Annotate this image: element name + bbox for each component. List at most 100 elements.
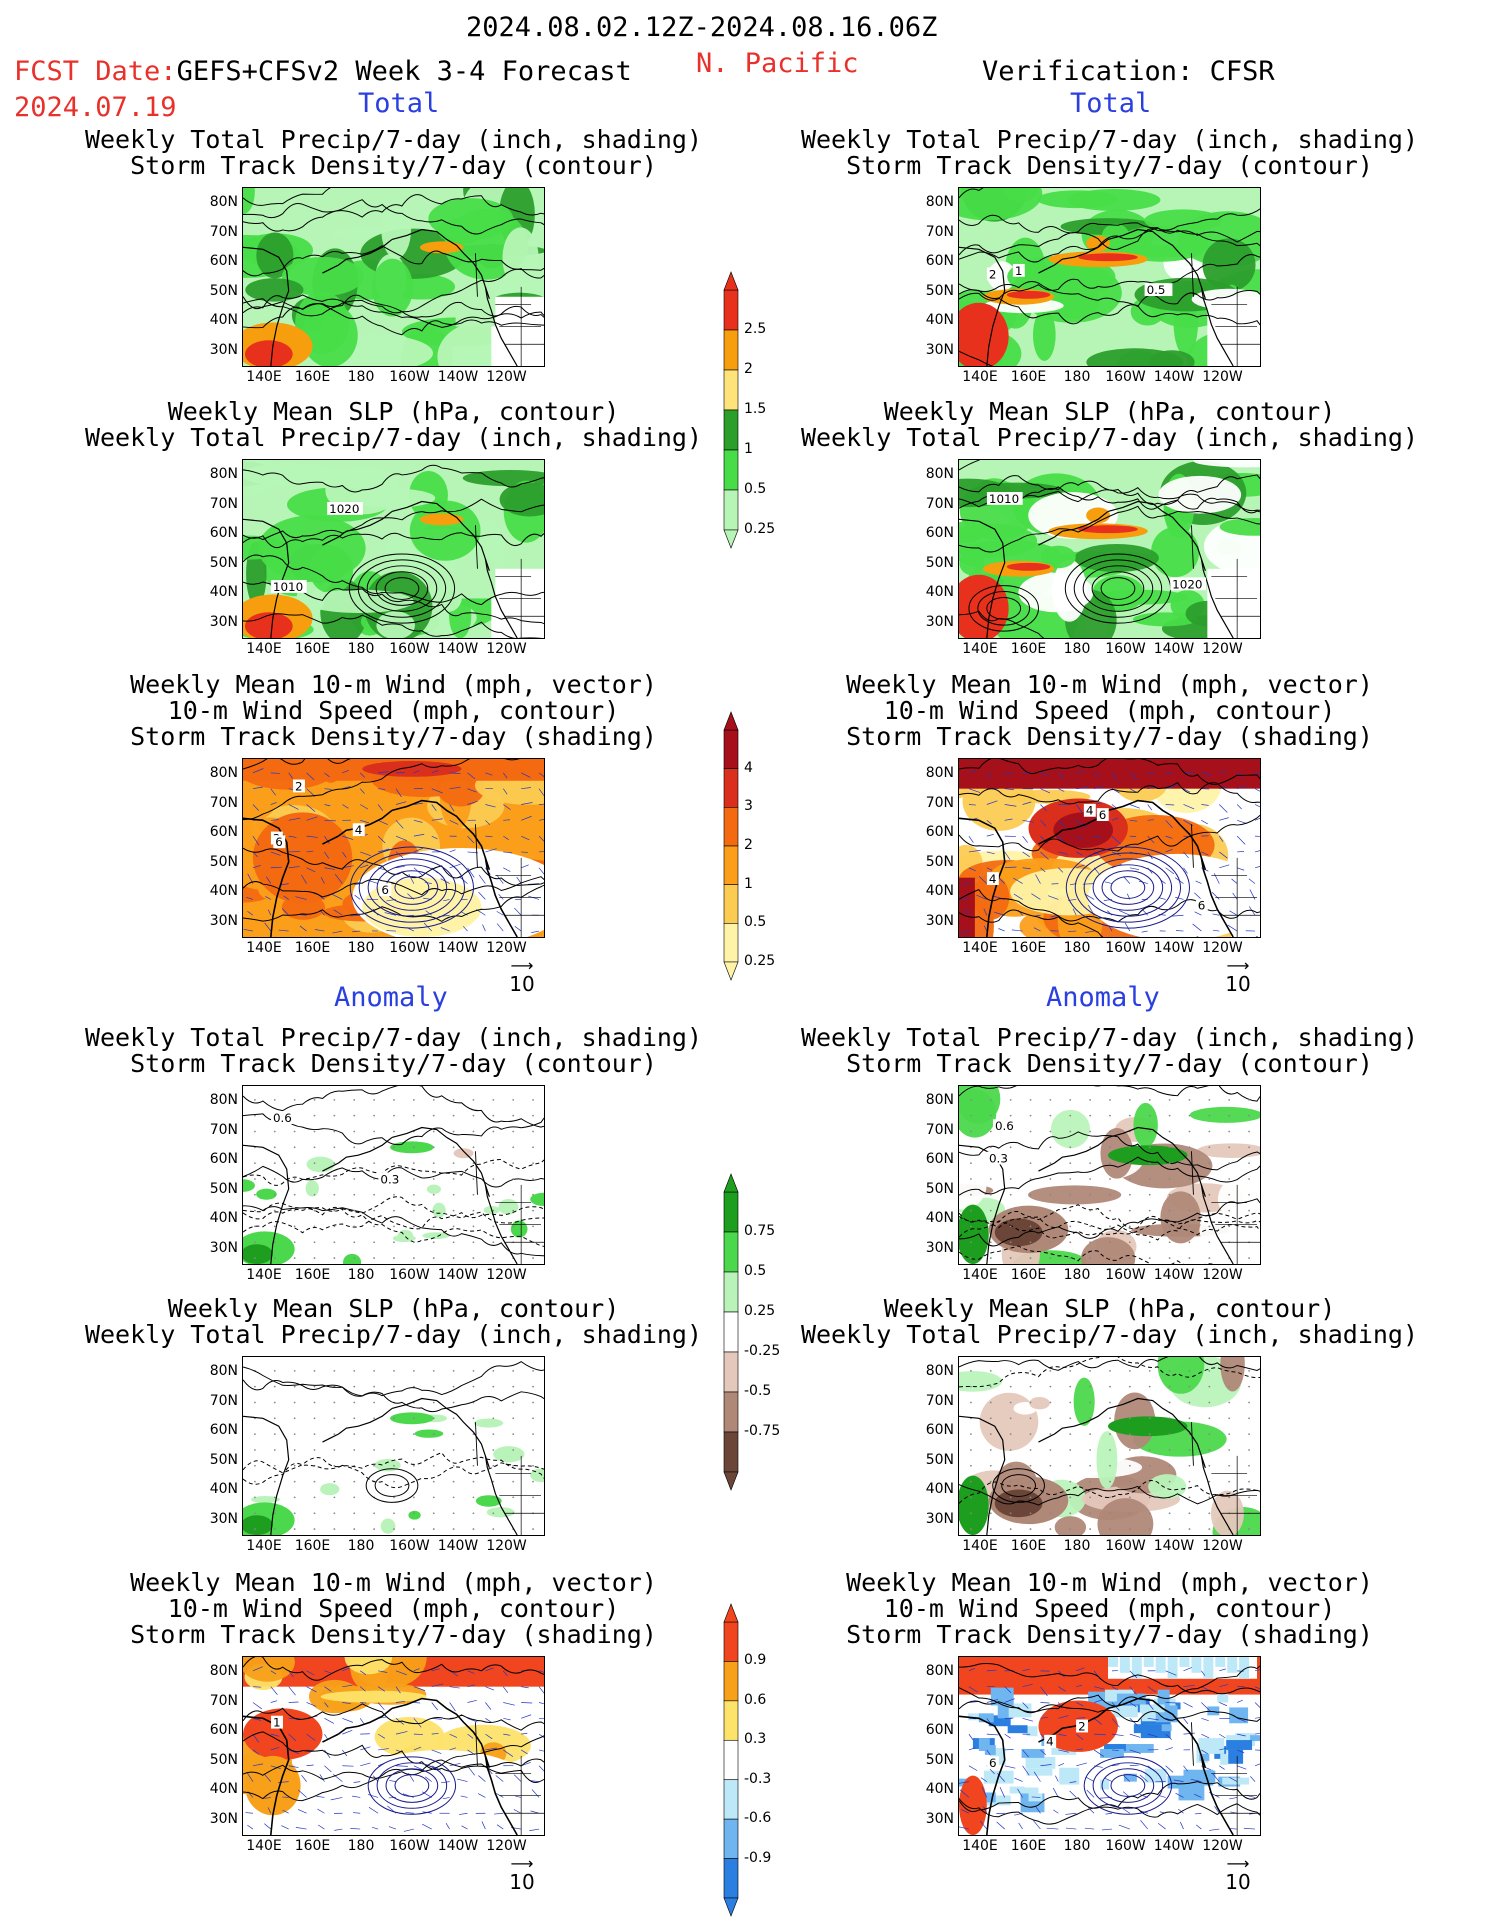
colorbar-segment bbox=[723, 289, 739, 331]
lat-label: 60N bbox=[925, 525, 954, 541]
lon-label: 140W bbox=[1153, 940, 1195, 956]
lon-label: 160E bbox=[1010, 1838, 1047, 1854]
lat-label: 70N bbox=[925, 1692, 954, 1709]
lon-label: 140E bbox=[246, 641, 282, 657]
colorbar-precip-anom bbox=[723, 1173, 739, 1491]
lat-label: 50N bbox=[925, 554, 954, 571]
lat-label: 50N bbox=[925, 1180, 954, 1197]
svg-text:1010: 1010 bbox=[989, 492, 1019, 506]
lon-label: 160E bbox=[1010, 1538, 1047, 1554]
lat-label: 30N bbox=[209, 1510, 238, 1527]
vector-reference-value: 10 bbox=[1225, 1870, 1251, 1894]
forecast-label: FCST Date:GEFS+CFSv2 Week 3-4 Forecast bbox=[14, 56, 632, 87]
contour-label: 4 bbox=[352, 823, 365, 837]
colorbar-segment bbox=[723, 1351, 739, 1393]
verif-anom-wind-storm-map: 6 4 2 bbox=[958, 1656, 1261, 1836]
forecast-date: 2024.07.19 bbox=[14, 92, 177, 123]
panel-title-line: Storm Track Density/7-day (shading) bbox=[846, 1620, 1373, 1649]
lon-label: 140W bbox=[437, 1538, 479, 1554]
contour-label: 1 bbox=[1012, 264, 1025, 278]
lon-label: 160W bbox=[1105, 1838, 1146, 1854]
lon-label: 160E bbox=[294, 1538, 331, 1554]
svg-text:2: 2 bbox=[295, 779, 303, 793]
lat-label: 70N bbox=[209, 495, 238, 512]
lon-label: 140E bbox=[246, 940, 282, 956]
panel-title-line: Storm Track Density/7-day (contour) bbox=[130, 1049, 657, 1078]
lon-label: 140W bbox=[437, 1838, 479, 1854]
lon-label: 180 bbox=[1063, 940, 1091, 956]
lat-label: 80N bbox=[209, 1663, 238, 1679]
vector-reference-value: 10 bbox=[509, 972, 535, 996]
lat-label: 80N bbox=[925, 1092, 954, 1108]
colorbar-segment bbox=[723, 1231, 739, 1273]
lon-label: 160W bbox=[389, 940, 430, 956]
colorbar-tick-label: 0.25 bbox=[744, 521, 776, 537]
colorbar-segment bbox=[723, 409, 739, 451]
lon-label: 120W bbox=[1202, 940, 1243, 956]
region-title: N. Pacific bbox=[696, 48, 859, 79]
lat-label: 70N bbox=[209, 1692, 238, 1709]
lon-label: 120W bbox=[486, 940, 527, 956]
panel-title-line: Weekly Total Precip/7-day (inch, shading… bbox=[84, 423, 703, 452]
svg-text:0.6: 0.6 bbox=[273, 1111, 292, 1125]
contour-label: 4 bbox=[1044, 1735, 1057, 1749]
section-total-right: Total bbox=[1070, 88, 1152, 119]
lon-label: 180 bbox=[347, 1838, 375, 1854]
colorbar-tick-label: 0.25 bbox=[744, 953, 776, 969]
lon-label: 140W bbox=[437, 940, 479, 956]
lon-label: 160E bbox=[1010, 369, 1047, 385]
lon-label: 140W bbox=[1153, 1538, 1195, 1554]
colorbar-segment bbox=[723, 1739, 739, 1781]
contour-label: 1 bbox=[271, 1716, 283, 1730]
verif-total-precip-storm-map: 2 0.5 1 bbox=[958, 187, 1261, 367]
colorbar-segment bbox=[723, 1271, 739, 1313]
colorbar-tick-label: 0.3 bbox=[744, 1731, 767, 1748]
colorbar-segment bbox=[723, 1621, 739, 1662]
colorbar-tick-label: 0.5 bbox=[744, 481, 767, 497]
lon-label: 120W bbox=[486, 1838, 527, 1854]
svg-text:0.3: 0.3 bbox=[380, 1172, 399, 1186]
colorbar-tick-label: 0.6 bbox=[744, 1691, 767, 1708]
lat-label: 80N bbox=[925, 1363, 954, 1379]
fcst-total-wind-storm-map: 24266 bbox=[242, 758, 545, 938]
panel-title-line: Weekly Total Precip/7-day (inch, shading… bbox=[84, 1320, 703, 1349]
lat-label: 30N bbox=[209, 341, 238, 358]
verif-anom-precip-storm-map: 0.3 0.6 bbox=[958, 1085, 1261, 1265]
colorbar-tick-label: 2 bbox=[744, 361, 753, 377]
svg-text:0.6: 0.6 bbox=[995, 1119, 1014, 1133]
lon-label: 120W bbox=[486, 1267, 527, 1283]
lat-label: 30N bbox=[925, 341, 954, 358]
lon-label: 140W bbox=[1153, 641, 1195, 657]
contour-label: 2 bbox=[293, 779, 305, 793]
lat-label: 60N bbox=[209, 525, 238, 541]
fcst-anom-slp-precip-map bbox=[242, 1356, 545, 1536]
contour-label: 2 bbox=[986, 267, 999, 281]
contour-label: 1020 bbox=[327, 502, 363, 516]
lon-label: 180 bbox=[347, 641, 375, 657]
panel-title-line: Weekly Total Precip/7-day (inch, shading… bbox=[84, 125, 703, 154]
svg-text:0.5: 0.5 bbox=[1147, 283, 1166, 297]
lon-label: 140W bbox=[1153, 1267, 1195, 1283]
lat-label: 50N bbox=[925, 1451, 954, 1468]
contour-label: 6 bbox=[273, 835, 286, 849]
lat-label: 50N bbox=[209, 554, 238, 571]
contour-label: 4 bbox=[1083, 804, 1096, 818]
colorbar-segment bbox=[723, 884, 739, 924]
colorbar-storm-anom bbox=[723, 1603, 739, 1917]
colorbar-storm-total bbox=[723, 711, 739, 981]
colorbar-tick-label: 0.5 bbox=[744, 1263, 767, 1279]
lon-label: 140W bbox=[437, 369, 479, 385]
lat-label: 80N bbox=[925, 466, 954, 482]
lon-label: 140E bbox=[246, 369, 282, 385]
lon-label: 140E bbox=[962, 369, 998, 385]
colorbar-segment bbox=[723, 923, 739, 963]
lat-label: 80N bbox=[925, 1663, 954, 1679]
panel-title-line: Weekly Mean SLP (hPa, contour) bbox=[883, 1294, 1336, 1323]
svg-text:6: 6 bbox=[1099, 808, 1107, 822]
lat-label: 60N bbox=[925, 1151, 954, 1167]
colorbar-tick-label: 4 bbox=[744, 759, 753, 776]
svg-text:4: 4 bbox=[1046, 1735, 1054, 1749]
lat-label: 70N bbox=[209, 794, 238, 811]
lon-label: 140E bbox=[962, 641, 998, 657]
colorbar-segment bbox=[723, 1311, 739, 1353]
